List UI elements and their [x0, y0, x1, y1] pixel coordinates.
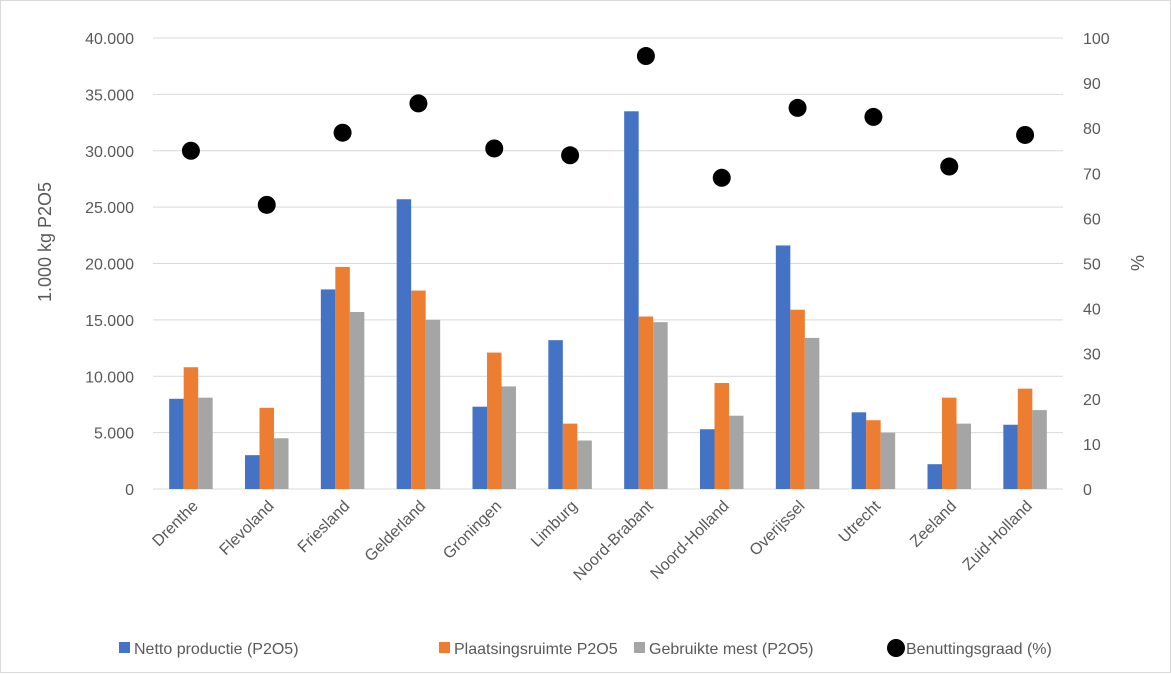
x-tick-label: Gelderland: [362, 498, 429, 565]
data-point: [257, 195, 276, 214]
bar: [198, 397, 213, 489]
left-axis-title: 1.000 kg P2O5: [35, 182, 55, 302]
y-tick-label: 25.000: [85, 200, 134, 217]
y-tick-label: 10.000: [85, 369, 134, 386]
bar: [927, 464, 942, 489]
bar: [274, 438, 289, 489]
x-tick-label: Overijssel: [747, 498, 809, 560]
data-point: [1016, 125, 1035, 144]
bar: [956, 423, 971, 489]
bar: [1032, 410, 1047, 489]
bar: [942, 397, 957, 489]
x-tick-label: Utrecht: [836, 497, 885, 546]
y-tick-label: 5.000: [94, 426, 134, 443]
data-point: [181, 141, 200, 160]
bar: [1003, 424, 1018, 489]
legend-swatch: [439, 642, 450, 653]
legend-marker: [887, 639, 905, 657]
y2-tick-label: 80: [1083, 121, 1101, 138]
y2-tick-label: 90: [1083, 76, 1101, 93]
bar: [335, 266, 350, 489]
data-point: [333, 123, 352, 142]
bar: [548, 340, 563, 489]
scatter-series: [181, 47, 1035, 214]
bar: [638, 316, 654, 489]
x-tick-label: Flevoland: [217, 498, 278, 559]
bar: [700, 429, 715, 489]
bar: [259, 407, 274, 489]
data-point: [712, 168, 731, 187]
legend-swatch: [119, 642, 130, 653]
y2-tick-label: 50: [1083, 257, 1101, 274]
bar: [501, 386, 516, 489]
x-tick-label: Friesland: [295, 498, 354, 557]
data-point: [561, 146, 580, 165]
legend-swatch: [634, 642, 645, 653]
y-tick-label: 40.000: [85, 31, 134, 48]
x-tick-label: Zeeland: [907, 498, 960, 551]
bar-series: [169, 111, 1047, 490]
bar: [790, 309, 805, 489]
data-point: [788, 98, 807, 117]
legend-label: Netto productie (P2O5): [134, 641, 299, 658]
data-point: [409, 94, 428, 113]
y2-tick-label: 60: [1083, 211, 1101, 228]
category-axis-labels: Drenthe Flevoland Friesland Gelderland Groni…: [149, 497, 1035, 584]
y2-tick-label: 100: [1083, 31, 1110, 48]
bar: [714, 383, 729, 489]
y2-tick-label: 40: [1083, 302, 1101, 319]
bar: [866, 420, 881, 489]
bar: [562, 423, 578, 489]
bar: [880, 432, 896, 489]
y-tick-label: 20.000: [85, 257, 134, 274]
bar: [851, 412, 867, 489]
bar: [169, 398, 184, 489]
data-point: [636, 47, 655, 66]
x-tick-label: Zuid-Holland: [960, 498, 1036, 574]
bar: [411, 290, 426, 489]
y-tick-label: 35.000: [85, 87, 134, 104]
bar: [1017, 388, 1033, 489]
x-tick-label: Groningen: [440, 498, 505, 563]
x-tick-label: Limburg: [528, 498, 581, 551]
y2-tick-label: 30: [1083, 347, 1101, 364]
data-point: [940, 157, 959, 176]
y-tick-label: 15.000: [85, 313, 134, 330]
legend-label: Plaatsingsruimte P2O5: [454, 641, 618, 658]
y-tick-label: 0: [125, 482, 134, 499]
right-axis-ticks: 0 10 20 30 40 50 60 70 80 90 100: [1083, 31, 1110, 499]
bar: [624, 111, 639, 489]
legend-label: Gebruikte mest (P2O5): [649, 641, 814, 658]
y2-tick-label: 0: [1083, 482, 1092, 499]
left-axis-ticks: 0 5.000 10.000 15.000 20.000 25.000 30.000 35.0…: [85, 31, 134, 499]
bar: [487, 352, 502, 489]
x-tick-label: Noord-Holland: [648, 498, 733, 583]
y2-tick-label: 20: [1083, 392, 1101, 409]
bar: [320, 289, 336, 489]
x-tick-label: Drenthe: [149, 498, 201, 550]
bar: [396, 199, 412, 490]
bar: [349, 311, 365, 489]
bar: [729, 415, 744, 489]
bar: [653, 322, 668, 489]
bar: [472, 406, 487, 489]
y2-tick-label: 70: [1083, 166, 1101, 183]
right-axis-title: %: [1128, 255, 1148, 271]
legend: Netto productie (P2O5) Plaatsingsruimte P…: [119, 639, 1052, 658]
y2-tick-label: 10: [1083, 437, 1101, 454]
bar: [183, 367, 199, 489]
data-point: [864, 107, 883, 126]
bar: [804, 337, 820, 489]
bar: [775, 245, 791, 489]
legend-label: Benuttingsgraad (%): [906, 641, 1052, 658]
data-point: [485, 139, 504, 158]
bar: [425, 319, 441, 489]
gridlines: [153, 37, 1063, 490]
y-tick-label: 30.000: [85, 144, 134, 161]
bar: [245, 455, 260, 489]
x-tick-label: Noord-Brabant: [571, 497, 658, 584]
bar: [577, 440, 592, 489]
